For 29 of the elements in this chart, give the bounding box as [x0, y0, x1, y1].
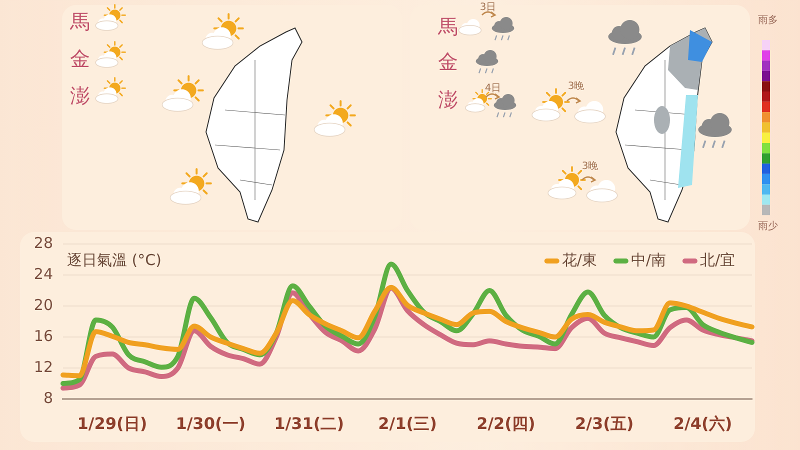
text: 金: [70, 46, 90, 72]
text: 馬: [438, 14, 458, 40]
x-tick-label: 1/30(一): [176, 414, 246, 433]
x-tick-label: 2/3(五): [574, 414, 634, 433]
y-axis-title: 逐日氣溫 (°C): [67, 250, 162, 269]
x-tick-label: 2/1(三): [378, 414, 437, 433]
text: 3晚: [568, 80, 584, 93]
y-tick-label: 24: [34, 264, 53, 283]
legend-label: 花/東: [562, 250, 597, 269]
x-tick-label: 1/31(二): [274, 414, 344, 433]
text: 馬: [70, 8, 90, 36]
text: 金: [438, 48, 458, 76]
text: 3日: [480, 1, 496, 14]
x-tick-label: 1/29(日): [77, 414, 148, 433]
text: 澎: [438, 86, 458, 114]
y-tick-label: 12: [34, 358, 53, 376]
text: 澎: [70, 82, 90, 110]
x-tick-label: 2/4(六): [673, 414, 732, 433]
x-tick-label: 2/2(四): [476, 414, 536, 433]
y-tick-label: 28: [34, 234, 53, 252]
text: 雨少: [758, 220, 778, 233]
y-tick-label: 8: [43, 388, 53, 407]
text: 4日: [484, 82, 502, 95]
legend-label: 北/宜: [700, 250, 736, 269]
text: 3晚: [582, 160, 598, 173]
legend-label: 中/南: [630, 250, 666, 269]
text: 雨多: [758, 14, 778, 27]
y-tick-label: 20: [34, 296, 53, 314]
y-tick-label: 16: [34, 326, 53, 345]
